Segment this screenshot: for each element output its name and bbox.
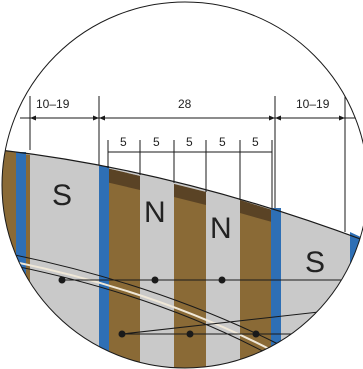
dim-sub-3: 5 bbox=[186, 135, 193, 149]
dim-sub-5: 5 bbox=[252, 135, 259, 149]
pole-label-3: N bbox=[210, 212, 232, 245]
pole-label-2: N bbox=[144, 196, 166, 229]
outer-arc bbox=[2, 149, 363, 241]
inner-curve-2 bbox=[14, 261, 276, 353]
dim-right: 10–19 bbox=[296, 97, 330, 111]
inner-curve-1 bbox=[14, 254, 281, 346]
dim-left: 10–19 bbox=[36, 97, 70, 111]
pole-label-4: S bbox=[305, 246, 325, 279]
dimension-lines bbox=[20, 96, 363, 232]
dim-sub-2: 5 bbox=[153, 135, 160, 149]
dim-sub-1: 5 bbox=[120, 135, 127, 149]
dim-sub-4: 5 bbox=[219, 135, 226, 149]
stripe-tops bbox=[106, 168, 272, 222]
dimension-arrows bbox=[30, 115, 345, 121]
pole-label-1: S bbox=[52, 179, 72, 212]
dim-middle: 28 bbox=[178, 97, 192, 111]
inner-curve-3 bbox=[14, 265, 273, 357]
